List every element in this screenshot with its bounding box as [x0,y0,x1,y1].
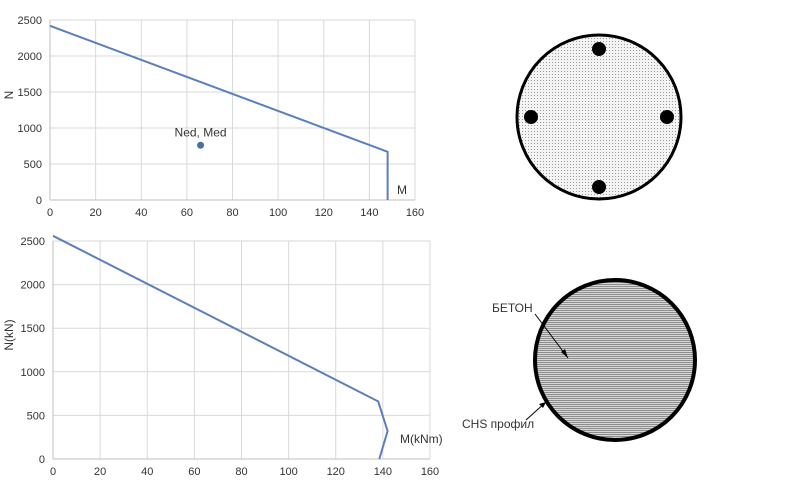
chart2-xlabel: M(kNm) [400,432,443,446]
chart1-xtick: 140 [360,207,378,219]
concrete-leader-arrow [561,349,568,358]
bottom-interaction-chart: 0 20 40 60 80 100 120 140 160 0 500 1000 1500 2000 250… [2,234,443,478]
cfst-circular-section: БЕТОН CHS профил [462,278,697,442]
chart2-xtick: 120 [327,466,345,478]
chart1-ytick: 500 [24,159,42,171]
chart1-xtick: 0 [47,207,53,219]
chart1-points: Ned, Med [175,125,227,149]
chart2-xtick: 80 [235,466,247,478]
chart2-xtick: 0 [50,466,56,478]
chart1-xtick: 20 [90,207,102,219]
chart1-xlabel: M [397,183,407,197]
chart1-design-point [197,141,205,149]
chart1-series-line [49,24,389,200]
chart1-xtick: 120 [315,207,333,219]
chart2-xtick: 100 [279,466,297,478]
chart2-xtick: 140 [374,466,392,478]
chart2-xtick: 160 [421,466,439,478]
chart2-xtick: 40 [141,466,153,478]
chart2-ytick: 2500 [21,236,45,248]
chart1-xtick: 60 [181,207,193,219]
profile-leader-arrow [539,402,546,408]
chart1-ytick: 1500 [18,87,42,99]
chart1-xtick: 80 [226,207,238,219]
chart1-ytick: 2000 [18,51,42,63]
chart1-series [49,24,389,200]
chart2-ticks: 0 20 40 60 80 100 120 140 160 0 500 1000 1500 2000 250… [21,236,440,478]
chart2-xtick: 20 [94,466,106,478]
top-interaction-chart: 0 20 40 60 80 100 120 140 160 0 500 1000 1500 2000 250… [2,15,425,219]
chart2-series-line [52,234,389,460]
chart2-ytick: 0 [39,454,45,466]
chart1-ytick: 0 [36,195,42,207]
cfst-concrete-core [533,278,697,442]
chart1-ytick: 1000 [18,123,42,135]
chart2-xtick: 60 [188,466,200,478]
chart2-ytick: 1000 [21,367,45,379]
chart2-ytick: 2000 [21,280,45,292]
rc-section-outline [515,33,683,201]
rebar-top [592,42,606,56]
chart1-ticks: 0 20 40 60 80 100 120 140 160 0 500 1000 1500 2000 250… [18,15,425,219]
chart1-ylabel: N [2,91,16,100]
rebar-right [660,110,674,124]
profile-label: CHS профил [462,417,534,431]
chart1-axes [49,20,415,201]
chart2-ytick: 500 [27,410,45,422]
rc-circular-section [515,33,683,201]
chart2-axes [52,241,430,460]
chart1-xtick: 100 [269,207,287,219]
concrete-leader-line [534,313,569,359]
chart2-series [52,234,389,460]
chart1-ytick: 2500 [18,15,42,27]
chart1-xtick: 40 [135,207,147,219]
rebar-bottom [592,180,606,194]
chart1-xtick: 160 [406,207,424,219]
chart1-point-label: Ned, Med [175,125,227,139]
rebar-left [524,110,538,124]
chart2-ylabel: N(kN) [2,319,16,350]
chart2-grid [53,240,431,459]
concrete-label: БЕТОН [492,301,533,315]
chart2-ytick: 1500 [21,323,45,335]
